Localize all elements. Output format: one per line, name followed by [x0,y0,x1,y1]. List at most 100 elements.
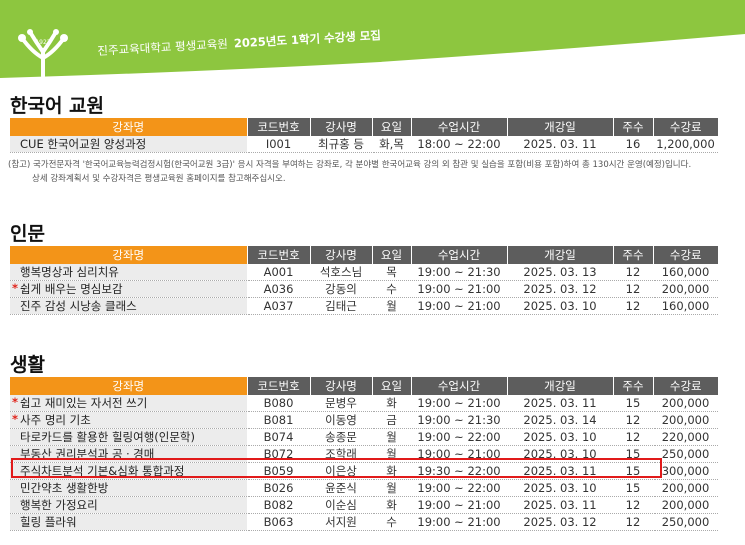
course-start: 2025. 03. 14 [507,411,614,429]
table-row: 행복명상과 심리치유 A001 석호스님 목 19:00 ~ 21:30 202… [10,264,719,281]
course-weeks: 12 [613,496,654,514]
column-header-time: 수업시간 [411,246,508,264]
course-fee: 200,000 [653,411,719,429]
course-start: 2025. 03. 13 [507,264,614,281]
course-teacher: 송종문 [310,428,373,446]
column-header-code: 코드번호 [247,118,311,136]
course-teacher: 강동의 [310,280,373,298]
course-name: 사주 명리 기초 [20,413,91,427]
course-teacher: 윤준식 [310,479,373,497]
table-row: * 쉽고 재미있는 자서전 쓰기 B080 문병우 화 19:00 ~ 21:00… [10,395,719,412]
table-row: * 쉽게 배우는 명심보감 A036 강동의 수 19:00 ~ 21:00 20… [10,280,719,298]
note-line-2: 상세 강좌계획서 및 수강자격은 평생교육원 홈페이지를 참고해주십시오. [32,174,286,184]
column-header-day: 요일 [372,246,412,264]
course-fee: 200,000 [653,395,719,412]
course-table-lifestyle: 강좌명 코드번호 강사명 요일 수업시간 개강일 주수 수강료 * 쉽고 재미있는… [10,377,719,531]
course-time: 19:00 ~ 22:00 [411,428,508,446]
column-header-teacher: 강사명 [310,118,373,136]
course-fee: 160,000 [653,297,719,315]
course-weeks: 12 [613,411,654,429]
course-start: 2025. 03. 10 [507,428,614,446]
course-weeks: 15 [613,462,654,480]
course-teacher: 문병우 [310,395,373,412]
recommend-star-icon: * [12,395,19,409]
table-row: 행복한 가정요리 B082 이순심 화 19:00 ~ 21:00 2025. … [10,496,719,514]
course-time: 19:00 ~ 22:00 [411,479,508,497]
course-day: 수 [372,280,412,298]
table-row: * 사주 명리 기초 B081 이동영 금 19:00 ~ 21:30 2025.… [10,411,719,429]
course-name: 쉽게 배우는 명심보감 [20,282,123,296]
column-header-teacher: 강사명 [310,377,373,395]
course-code: B026 [247,479,311,497]
course-fee: 200,000 [653,280,719,298]
course-code: B063 [247,513,311,531]
course-start: 2025. 03. 11 [507,462,614,480]
note-line-1: (참고) 국가전문자격 '한국어교육능력검정시험(한국어교원 3급)' 응시 자… [8,160,692,170]
course-weeks: 12 [613,428,654,446]
course-name: 주식차트분석 기본&심화 통합과정 [10,462,248,480]
column-header-code: 코드번호 [247,377,311,395]
column-header-day: 요일 [372,377,412,395]
table-row: 타로카드를 활용한 힐링여행(인문학) B074 송종문 월 19:00 ~ 2… [10,428,719,446]
course-code: B059 [247,462,311,480]
course-weeks: 15 [613,479,654,497]
course-weeks: 15 [613,395,654,412]
course-fee: 200,000 [653,479,719,497]
column-header-time: 수업시간 [411,377,508,395]
course-code: A001 [247,264,311,281]
course-code: B082 [247,496,311,514]
course-code: B080 [247,395,311,412]
course-start: 2025. 03. 10 [507,479,614,497]
column-header-weeks: 주수 [613,118,654,136]
table-row-highlighted[interactable]: 주식차트분석 기본&심화 통합과정 B059 이은상 화 19:30 ~ 22:… [10,462,719,480]
course-fee: 250,000 [653,445,719,463]
recommend-star-icon: * [12,412,19,426]
column-header-fee: 수강료 [653,118,718,136]
column-header-start: 개강일 [507,118,614,136]
course-name: 타로카드를 활용한 힐링여행(인문학) [10,428,248,446]
course-start: 2025. 03. 12 [507,280,614,298]
course-start: 2025. 03. 11 [507,496,614,514]
course-time: 18:00 ~ 22:00 [411,136,508,153]
course-start: 2025. 03. 11 [507,395,614,412]
column-header-start: 개강일 [507,377,614,395]
course-fee: 160,000 [653,264,719,281]
course-teacher: 이순심 [310,496,373,514]
course-weeks: 12 [613,297,654,315]
course-name: 행복명상과 심리치유 [10,264,248,281]
course-name: 민간약초 생활한방 [10,479,248,497]
course-code: A037 [247,297,311,315]
course-time: 19:00 ~ 21:30 [411,264,508,281]
course-weeks: 12 [613,280,654,298]
course-name: 힐링 플라워 [10,513,248,531]
course-time: 19:00 ~ 21:00 [411,513,508,531]
table-row: 민간약초 생활한방 B026 윤준식 월 19:00 ~ 22:00 2025.… [10,479,719,497]
header-banner: 1923 진주교육대학교 평생교육원 2025년도 1학기 수강생 모집 [0,0,745,78]
course-name-cell: * 쉽고 재미있는 자서전 쓰기 [10,395,248,412]
recommend-star-icon: * [12,281,19,295]
course-teacher: 최규홍 등 [310,136,373,153]
column-header-name: 강좌명 [10,246,248,264]
column-header-start: 개강일 [507,246,614,264]
course-start: 2025. 03. 11 [507,136,614,153]
course-table-humanities: 강좌명 코드번호 강사명 요일 수업시간 개강일 주수 수강료 행복명상과 심리… [10,246,719,315]
section-title-humanities: 인문 [10,223,45,245]
course-code: I001 [247,136,311,153]
course-fee: 1,200,000 [653,136,719,153]
course-teacher: 이은상 [310,462,373,480]
course-name: 진주 감성 시낭송 클래스 [10,297,248,315]
course-weeks: 12 [613,264,654,281]
course-day: 월 [372,479,412,497]
table-row: 힐링 플라워 B063 서지원 수 19:00 ~ 21:00 2025. 03… [10,513,719,531]
course-code: B074 [247,428,311,446]
course-fee: 250,000 [653,513,719,531]
course-name-cell: * 쉽게 배우는 명심보감 [10,280,248,298]
course-fee: 200,000 [653,496,719,514]
course-time: 19:30 ~ 22:00 [411,462,508,480]
column-header-code: 코드번호 [247,246,311,264]
course-weeks: 16 [613,136,654,153]
course-day: 화 [372,496,412,514]
course-day: 목 [372,264,412,281]
course-start: 2025. 03. 10 [507,297,614,315]
course-code: B081 [247,411,311,429]
